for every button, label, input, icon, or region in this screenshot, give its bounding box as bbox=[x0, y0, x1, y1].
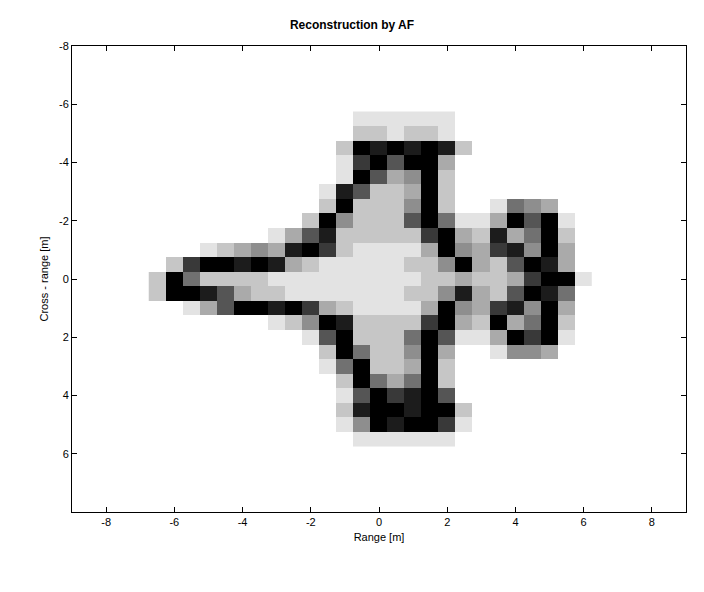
svg-text:4: 4 bbox=[63, 389, 69, 401]
svg-text:-6: -6 bbox=[169, 516, 179, 528]
svg-text:Reconstruction by AF: Reconstruction by AF bbox=[290, 18, 414, 32]
svg-text:4: 4 bbox=[512, 516, 518, 528]
svg-text:2: 2 bbox=[63, 331, 69, 343]
svg-text:-2: -2 bbox=[306, 516, 316, 528]
svg-text:Cross - range [m]: Cross - range [m] bbox=[38, 237, 50, 322]
svg-text:2: 2 bbox=[444, 516, 450, 528]
svg-text:-6: -6 bbox=[59, 98, 69, 110]
svg-text:0: 0 bbox=[63, 273, 69, 285]
svg-text:0: 0 bbox=[376, 516, 382, 528]
svg-text:6: 6 bbox=[581, 516, 587, 528]
svg-text:-4: -4 bbox=[59, 156, 69, 168]
svg-text:8: 8 bbox=[649, 516, 655, 528]
svg-text:Range [m]: Range [m] bbox=[354, 531, 405, 543]
svg-text:-8: -8 bbox=[101, 516, 111, 528]
svg-text:-8: -8 bbox=[59, 40, 69, 52]
svg-text:-4: -4 bbox=[238, 516, 248, 528]
svg-text:-2: -2 bbox=[59, 215, 69, 227]
svg-text:6: 6 bbox=[63, 448, 69, 460]
